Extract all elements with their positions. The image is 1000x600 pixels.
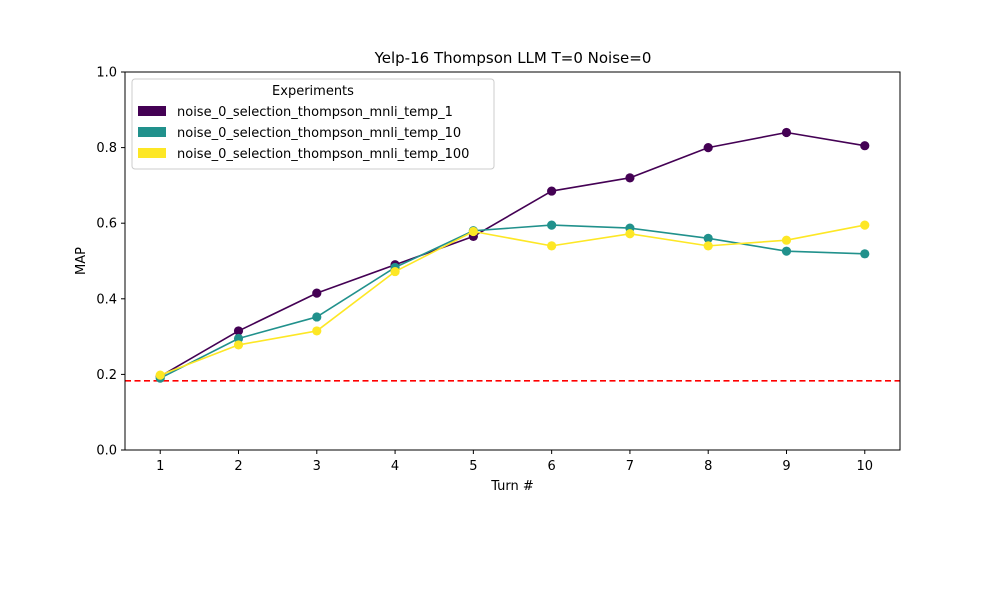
chart-title: Yelp-16 Thompson LLM T=0 Noise=0 xyxy=(374,49,652,67)
x-tick-label: 4 xyxy=(391,459,399,474)
legend-label-1: noise_0_selection_thompson_mnli_temp_1 xyxy=(177,105,453,120)
series-1-point xyxy=(312,288,322,298)
series-line-3 xyxy=(159,224,865,376)
x-tick-label: 6 xyxy=(548,459,556,474)
series-3-point xyxy=(547,241,557,251)
legend-label-2: noise_0_selection_thompson_mnli_temp_10 xyxy=(177,126,461,141)
y-axis-label: MAP xyxy=(74,247,89,275)
series-1-point xyxy=(233,326,244,336)
series-1-point xyxy=(625,173,635,183)
series-1-point xyxy=(860,141,870,151)
y-tick-label: 0.8 xyxy=(96,141,117,156)
x-axis-label: Turn # xyxy=(490,479,534,494)
plot-area: 0.0 0.2 0.4 0.6 0.8 1.0 1 2 3 4 5 6 7 8 9 10 xyxy=(96,66,900,474)
series-2-point xyxy=(860,249,870,259)
series-line-2 xyxy=(159,224,865,379)
series-2-point xyxy=(547,220,557,230)
legend-swatch-3 xyxy=(138,148,166,158)
x-tick-label: 2 xyxy=(234,459,242,474)
series-3-point xyxy=(155,370,165,380)
series-line-1 xyxy=(159,131,865,377)
legend-box xyxy=(131,78,495,170)
series-3-point xyxy=(390,266,400,277)
x-tick-label: 3 xyxy=(313,459,321,474)
y-tick-label: 0.4 xyxy=(96,292,117,307)
x-tick-label: 8 xyxy=(704,459,712,474)
series-1-point xyxy=(547,186,557,196)
y-tick-label: 1.0 xyxy=(96,66,117,81)
series-3-point xyxy=(233,340,244,350)
legend-swatch-2 xyxy=(138,127,166,137)
x-tick-label: 9 xyxy=(782,459,790,474)
series-1-point xyxy=(781,127,792,138)
legend-swatch-1 xyxy=(138,106,166,116)
legend-label-3: noise_0_selection_thompson_mnli_temp_100 xyxy=(177,147,469,162)
series-1-point xyxy=(703,143,713,153)
y-tick-label: 0.2 xyxy=(96,368,117,383)
legend: Experiments noise_0_selection_thompson_m… xyxy=(131,78,495,170)
series-3-point xyxy=(860,220,870,230)
series-3-point xyxy=(625,229,635,239)
x-tick-label: 1 xyxy=(156,459,164,474)
x-tick-label: 7 xyxy=(626,459,634,474)
series-3-point xyxy=(781,235,792,245)
x-tick-label: 5 xyxy=(469,459,477,474)
legend-title: Experiments xyxy=(272,84,354,99)
series-3-point xyxy=(703,241,713,251)
series-3-point xyxy=(468,226,478,237)
series-2-point xyxy=(703,233,713,243)
axes-frame xyxy=(124,71,901,451)
series-2-point xyxy=(781,246,792,256)
x-tick-label: 10 xyxy=(856,459,873,474)
y-tick-label: 0.0 xyxy=(96,444,117,459)
series-3-point xyxy=(312,326,322,336)
y-tick-label: 0.6 xyxy=(96,217,117,232)
series-2-point xyxy=(233,333,244,344)
series-2-point xyxy=(312,312,322,322)
